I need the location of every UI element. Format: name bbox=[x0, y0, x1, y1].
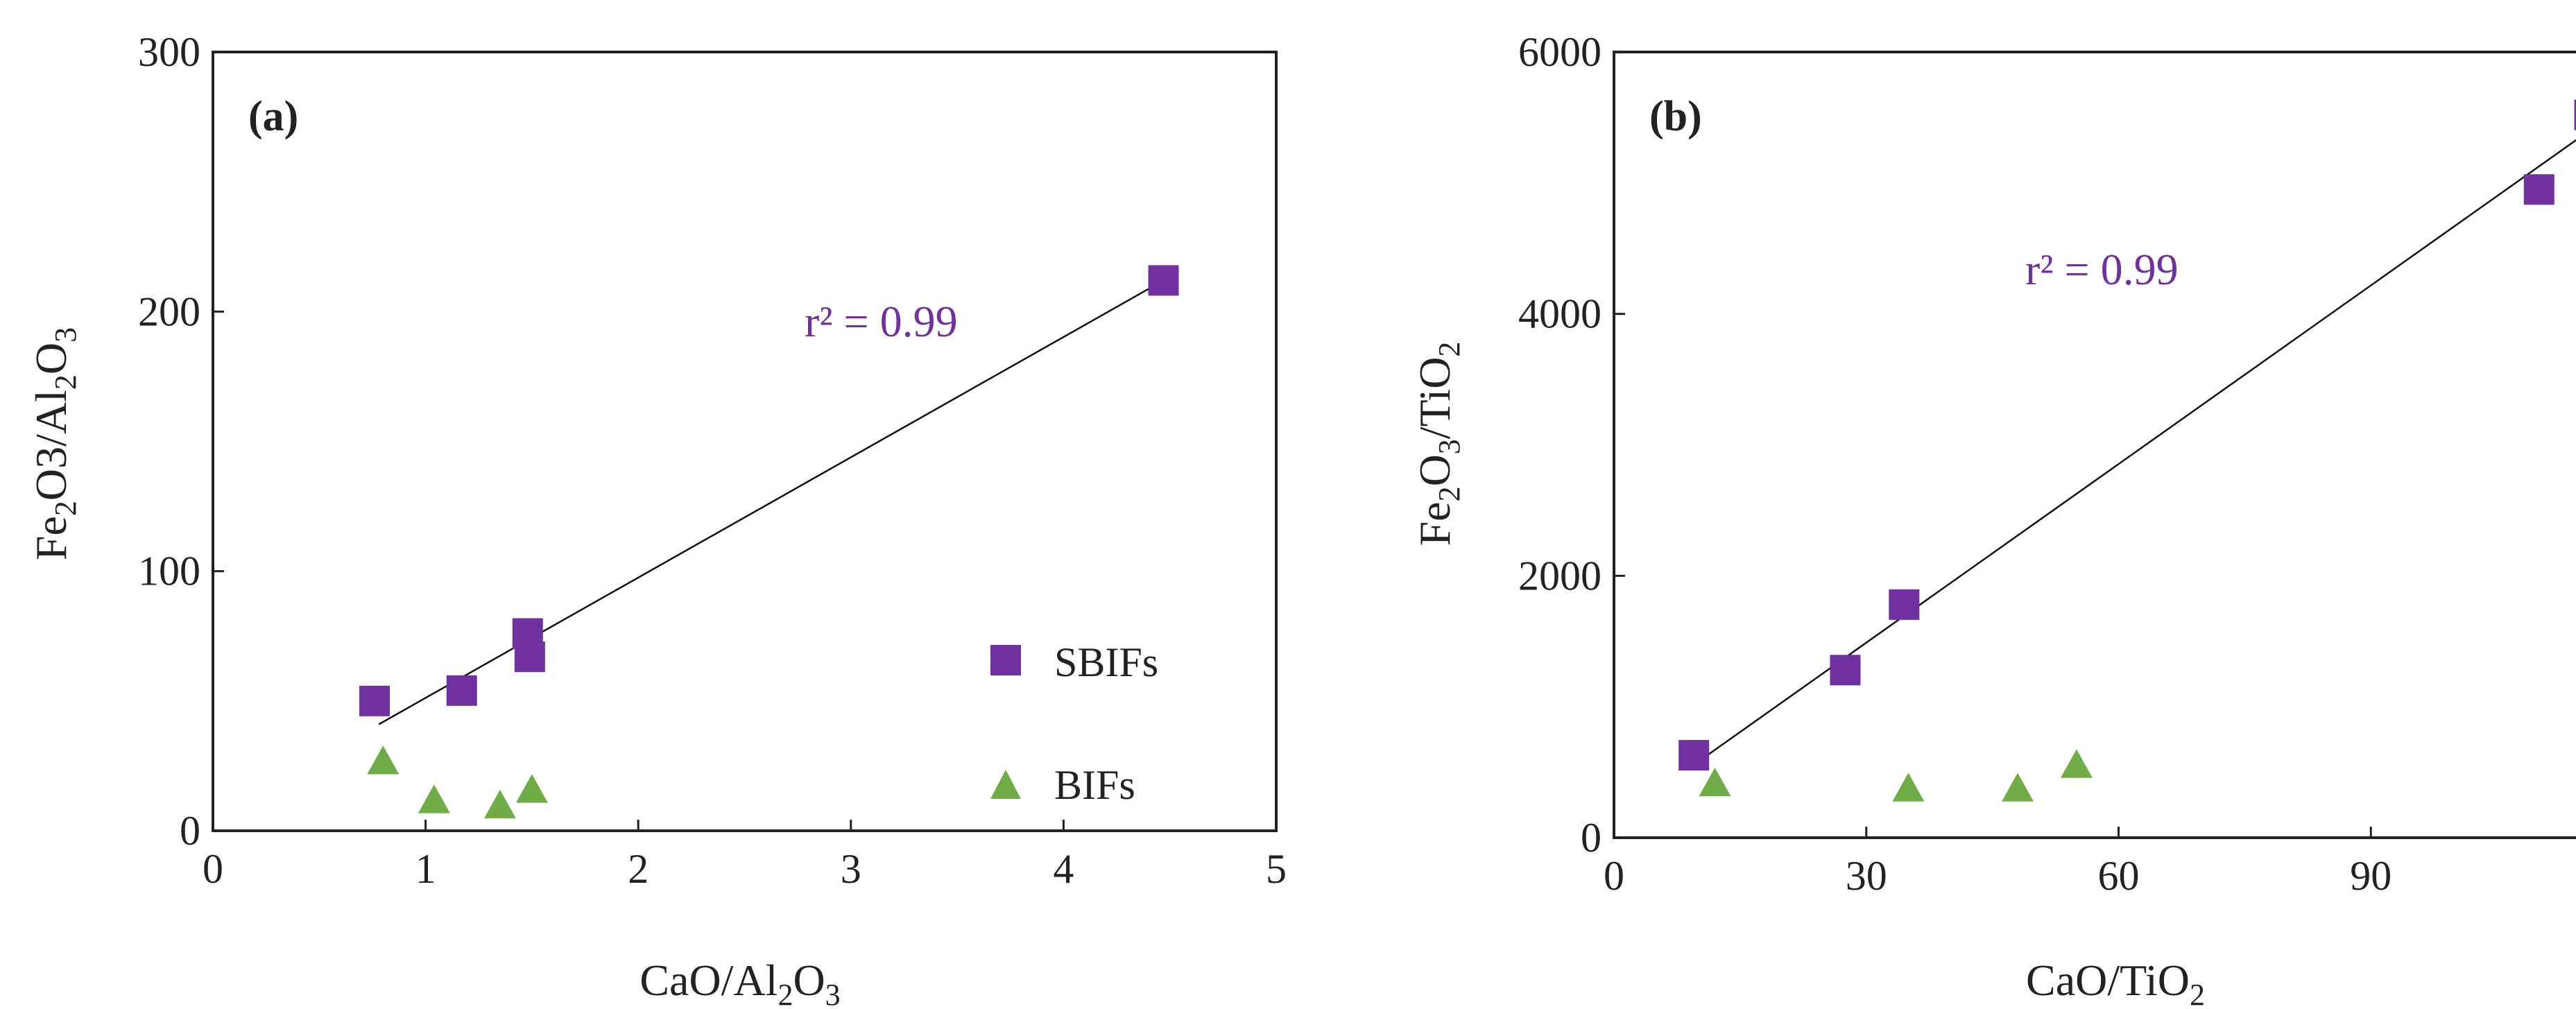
panel-b-x-ticks: 0306090120 bbox=[1604, 827, 2392, 899]
panel-a-fit bbox=[378, 279, 1165, 725]
panel-b-y-tick-label: 2000 bbox=[1518, 553, 1602, 598]
panel-a-plot-frame bbox=[212, 51, 1278, 832]
legend-bifs-label: BIFs bbox=[1054, 762, 1135, 808]
panel-b-y-tick-label: 4000 bbox=[1518, 291, 1602, 337]
panel-b-y-tick-label: 0 bbox=[1581, 815, 1602, 861]
panel-a-y-axis-label: Fe2O3/Al2O3 bbox=[26, 327, 83, 560]
panel-a-bifs-point bbox=[418, 784, 450, 813]
panel-b-sbifs-point bbox=[1678, 740, 1710, 771]
panel-a-bifs-point bbox=[515, 774, 548, 803]
panel-b-x-axis-label: CaO/TiO2 bbox=[2026, 956, 2205, 1009]
panel-a-x-tick-label: 0 bbox=[203, 846, 223, 892]
panel-a-r2-annotation: r² = 0.99 bbox=[805, 297, 958, 346]
panel-b-r2-annotation: r² = 0.99 bbox=[2025, 245, 2179, 294]
panel-b-x-tick-label: 60 bbox=[2098, 853, 2140, 899]
panel-a-sbifs-point bbox=[359, 685, 390, 716]
panel-b-x-tick-label: 30 bbox=[1846, 853, 1887, 899]
panel-a-x-axis-label: CaO/Al2O3 bbox=[639, 956, 840, 1009]
panel-b-fit-line bbox=[1697, 139, 2576, 763]
panel-b-x-tick-label: 0 bbox=[1604, 853, 1624, 899]
panel-a-x-tick-label: 5 bbox=[1266, 846, 1287, 892]
panel-a-x-tick-label: 3 bbox=[841, 846, 861, 892]
panel-b-sbifs-point bbox=[1889, 589, 1920, 620]
panel-b-fit bbox=[1697, 139, 2576, 763]
panel-b-sbifs-point bbox=[2574, 99, 2576, 130]
panel-a-points bbox=[359, 265, 1179, 819]
panel-b-label: (b) bbox=[1649, 93, 1702, 140]
legend-bifs-marker bbox=[990, 770, 1021, 799]
panel-b-bifs-point bbox=[1892, 773, 1925, 802]
panel-a-y-ticks: 0 100 200 300 bbox=[138, 29, 224, 854]
panel-b-bifs-point bbox=[1699, 767, 1731, 797]
legend-sbifs-label: SBIFs bbox=[1054, 639, 1158, 685]
panel-a-y-tick-label: 200 bbox=[138, 288, 200, 334]
panel-a-y-tick-label: 0 bbox=[180, 808, 200, 854]
panel-a-bifs-point bbox=[367, 745, 400, 775]
panel-a-sbifs-point bbox=[446, 675, 477, 706]
panel-a-x-ticks: 0 1 2 3 4 5 bbox=[203, 820, 1287, 892]
panel-a-x-tick-label: 4 bbox=[1053, 846, 1074, 892]
panel-a-y-tick-label: 100 bbox=[138, 549, 200, 594]
panel-a-bifs-point bbox=[483, 789, 516, 819]
panel-b-bifs-point bbox=[2060, 749, 2093, 778]
legend-sbifs-marker bbox=[990, 645, 1021, 675]
panel-a-x-tick-label: 1 bbox=[415, 846, 436, 892]
panel-b-y-ticks: 0 2000 4000 6000 bbox=[1518, 29, 1625, 861]
legend: SBIFs BIFs bbox=[990, 639, 1158, 808]
panel-a-x-tick-label: 2 bbox=[628, 846, 649, 892]
panel-b-bifs-point bbox=[2002, 773, 2034, 802]
panel-a-fit-line bbox=[378, 279, 1165, 725]
panel-a-sbifs-point bbox=[514, 641, 545, 673]
panel-b-y-tick-label: 6000 bbox=[1518, 29, 1602, 75]
panel-a-y-tick-label: 300 bbox=[138, 29, 200, 75]
panel-a: 0 100 200 300 0 1 2 3 4 5 (a) r² = 0.99 SBIFs BI… bbox=[26, 29, 1287, 1009]
panel-b-x-tick-label: 90 bbox=[2350, 853, 2392, 899]
panel-a-sbifs-point bbox=[1148, 265, 1179, 296]
panel-a-label: (a) bbox=[248, 93, 298, 140]
panel-b-sbifs-point bbox=[2523, 174, 2554, 205]
panel-b-y-axis-label: Fe2O3/TiO2 bbox=[1410, 342, 1466, 546]
panel-b-points bbox=[1678, 99, 2576, 802]
panel-b-sbifs-point bbox=[1830, 655, 1861, 686]
